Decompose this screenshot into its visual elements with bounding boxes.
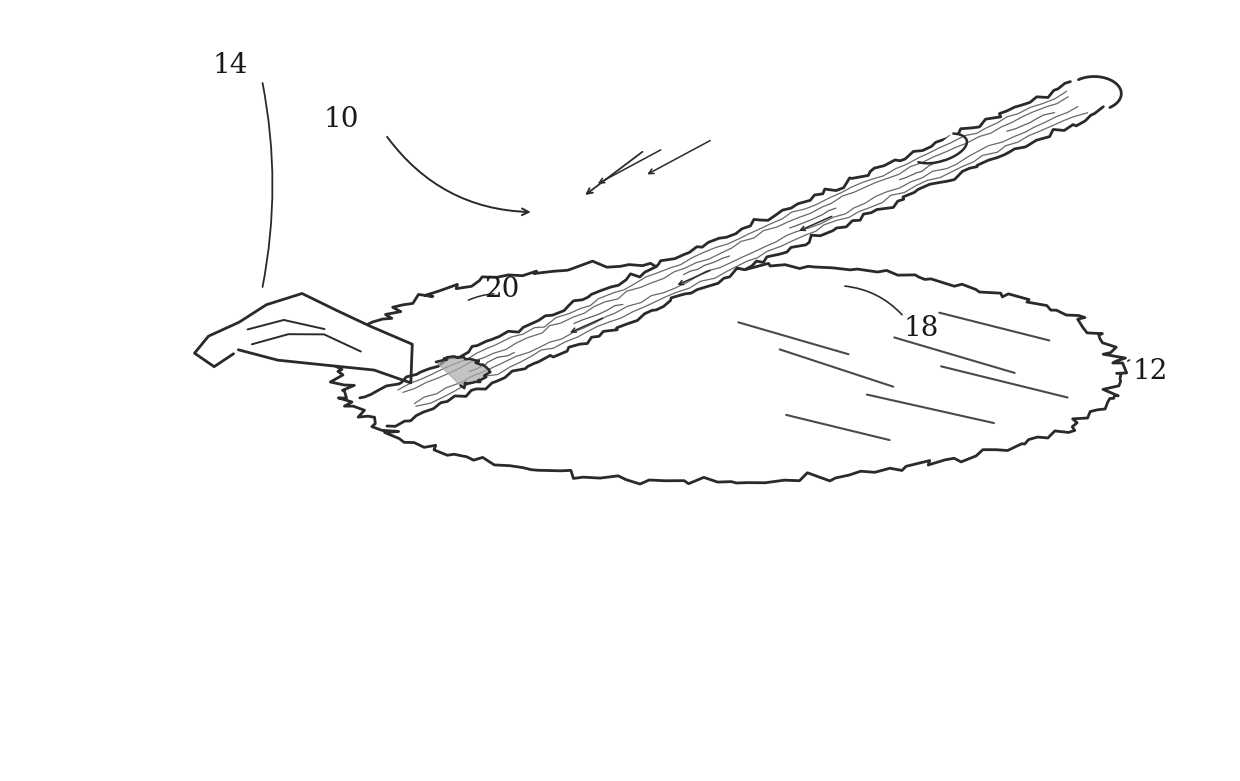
Text: 14: 14 [212, 52, 248, 79]
Text: 12: 12 [1132, 358, 1168, 385]
Polygon shape [330, 260, 1127, 484]
Polygon shape [360, 81, 1104, 426]
Polygon shape [195, 294, 412, 383]
Polygon shape [919, 134, 967, 163]
Text: 18: 18 [904, 316, 939, 342]
Text: 20: 20 [484, 276, 520, 304]
Polygon shape [1079, 77, 1121, 108]
Text: 10: 10 [324, 106, 360, 133]
Polygon shape [436, 356, 490, 388]
